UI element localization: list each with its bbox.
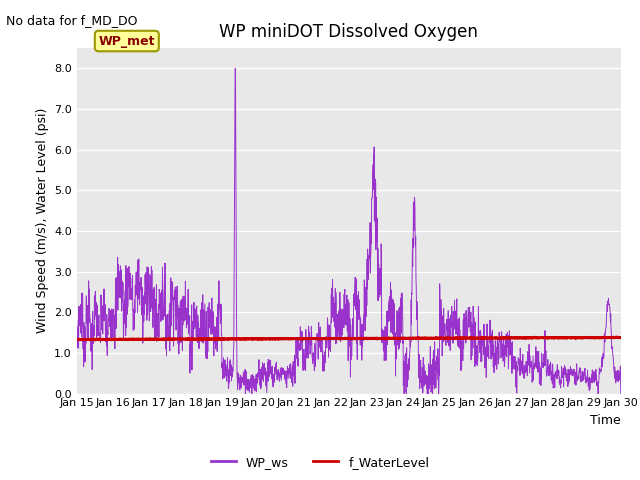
X-axis label: Time: Time [590,414,621,427]
WP_ws [508,340,515,346]
f_WaterLevel [617,335,625,340]
f_WaterLevel [365,336,372,341]
f_WaterLevel [584,335,592,340]
Text: WP_met: WP_met [99,35,155,48]
Title: WP miniDOT Dissolved Oxygen: WP miniDOT Dissolved Oxygen [220,23,478,41]
f_WaterLevel [569,335,577,340]
WP_ws [73,318,81,324]
WP_ws [232,65,239,71]
WP_ws [365,257,372,263]
Y-axis label: Wind Speed (m/s), Water Level (psi): Wind Speed (m/s), Water Level (psi) [36,108,49,334]
Line: WP_ws: WP_ws [77,68,621,394]
WP_ws [617,391,625,396]
WP_ws [570,372,577,377]
f_WaterLevel [613,334,621,340]
f_WaterLevel [376,336,384,342]
f_WaterLevel [74,337,82,343]
WP_ws [241,391,249,396]
WP_ws [584,384,592,389]
Legend: WP_ws, f_WaterLevel: WP_ws, f_WaterLevel [205,451,435,474]
f_WaterLevel [507,335,515,341]
WP_ws [377,283,385,288]
f_WaterLevel [225,336,232,342]
f_WaterLevel [73,337,81,343]
Text: No data for f_MD_DO: No data for f_MD_DO [6,14,138,27]
WP_ws [225,385,232,391]
Line: f_WaterLevel: f_WaterLevel [77,337,621,340]
